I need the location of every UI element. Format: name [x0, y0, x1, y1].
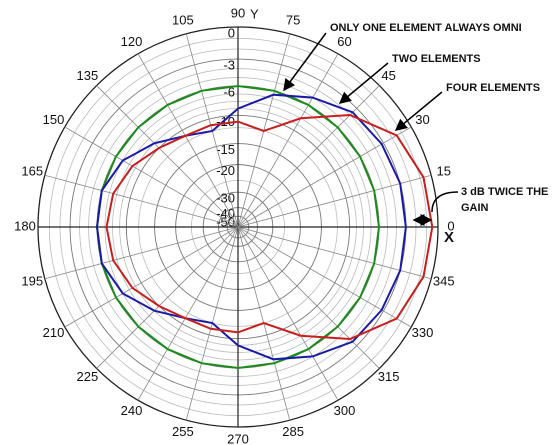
spoke	[237, 85, 380, 228]
pattern-line	[105, 113, 434, 341]
y-axis-label: Y	[250, 6, 259, 21]
spoke	[237, 226, 339, 401]
theta-tick-label: 45	[381, 68, 395, 83]
spoke	[137, 53, 239, 228]
theta-tick-label: 195	[21, 274, 43, 289]
theta-tick-label: 90	[231, 5, 245, 20]
r-tick-label: -20	[216, 163, 235, 178]
theta-tick-label: 285	[282, 424, 304, 439]
annotation-arrow	[283, 32, 327, 92]
spoke	[44, 226, 239, 280]
spoke	[137, 226, 239, 401]
theta-tick-label: 150	[43, 112, 65, 127]
r-tick-label: -10	[216, 114, 235, 129]
spoke	[64, 126, 239, 228]
spoke	[96, 85, 239, 228]
theta-tick-label: 75	[286, 13, 300, 28]
theta-tick-label: 315	[378, 369, 400, 384]
series-annotation: ONLY ONE ELEMENT ALWAYS OMNI	[330, 22, 522, 34]
spoke	[237, 174, 432, 228]
r-tick-label: -30	[216, 191, 235, 206]
spoke	[237, 226, 412, 328]
series-annotation: FOUR ELEMENTS	[446, 82, 540, 94]
spoke	[64, 226, 239, 328]
theta-tick-label: 165	[21, 163, 43, 178]
spoke	[96, 226, 239, 369]
theta-tick-label: 120	[121, 34, 143, 49]
theta-tick-label: 180	[14, 218, 36, 233]
theta-tick-label: 300	[334, 403, 356, 418]
x-axis-label: X	[444, 229, 454, 246]
r-tick-label: 0	[228, 25, 235, 40]
spoke	[237, 53, 339, 228]
spoke	[44, 174, 239, 228]
spoke	[237, 126, 412, 228]
theta-tick-label: 105	[172, 13, 194, 28]
theta-tick-label: 135	[77, 68, 99, 83]
theta-tick-label: 15	[437, 163, 451, 178]
gain-annotation: 3 dB TWICE THE GAIN	[461, 186, 549, 214]
theta-tick-label: 270	[227, 431, 249, 445]
annotation-arrow	[338, 62, 389, 104]
theta-tick-label: 60	[337, 34, 351, 49]
series-annotation: TWO ELEMENTS	[392, 53, 481, 65]
theta-tick-label: 225	[77, 369, 99, 384]
pattern-line	[95, 93, 407, 361]
theta-tick-label: 30	[415, 112, 429, 127]
r-tick-label: -6	[223, 84, 235, 99]
theta-tick-label: 255	[172, 424, 194, 439]
theta-tick-label: 240	[121, 403, 143, 418]
r-tick-label: -3	[223, 58, 235, 73]
r-tick-label: -50	[216, 215, 235, 230]
theta-tick-label: 0	[447, 218, 454, 233]
theta-tick-label: 330	[412, 325, 434, 340]
spoke	[237, 226, 380, 369]
r-tick-label: -15	[216, 142, 235, 157]
annotation-arrow	[431, 191, 459, 213]
theta-tick-label: 345	[433, 274, 455, 289]
spoke	[237, 226, 432, 280]
theta-tick-label: 210	[43, 325, 65, 340]
annotation-arrow	[394, 91, 443, 131]
